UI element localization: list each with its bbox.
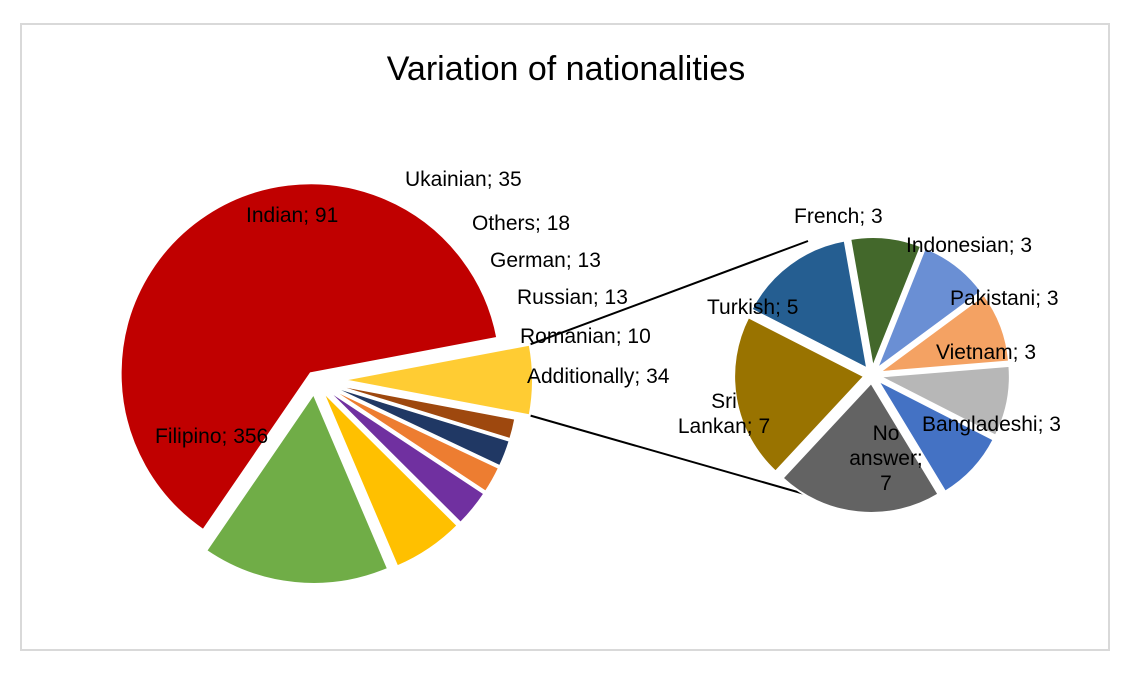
label-turkish: Turkish; 5 [707, 296, 798, 319]
chart-title: Variation of nationalities [387, 50, 745, 88]
label-german: German; 13 [490, 249, 601, 272]
label-indonesian: Indonesian; 3 [906, 234, 1032, 257]
label-indian: Indian; 91 [246, 204, 338, 227]
slice-vietnam [876, 364, 1011, 438]
slice-turkish [750, 239, 869, 371]
slice-filipino [119, 182, 499, 532]
slice-russian [327, 384, 511, 468]
label-ukainian: Ukainian; 35 [405, 168, 522, 191]
label-no-answer: No answer; 7 [849, 422, 923, 495]
slice-sri-lankan [733, 315, 866, 473]
slice-german [326, 385, 501, 494]
slice-ukainian [321, 390, 459, 568]
label-romanian: Romanian; 10 [520, 325, 651, 348]
label-russian: Russian; 13 [517, 286, 628, 309]
label-bangladeshi: Bangladeshi; 3 [922, 413, 1061, 436]
slice-additionally [342, 343, 534, 417]
label-vietnam: Vietnam; 3 [936, 341, 1036, 364]
label-pakistani: Pakistani; 3 [950, 287, 1059, 310]
slice-no-answer [781, 381, 940, 514]
slice-french [849, 236, 923, 371]
label-others: Others; 18 [472, 212, 570, 235]
slice-indonesian [874, 246, 983, 372]
label-sri-lankan: Sri Lankan; 7 [678, 390, 770, 438]
slice-indian [204, 391, 390, 585]
slice-romanian [328, 382, 517, 441]
connector-line-2 [529, 414, 809, 496]
slice-bangladeshi [875, 377, 995, 494]
label-filipino: Filipino; 356 [155, 425, 268, 448]
slice-pakistani [876, 293, 1011, 374]
label-french: French; 3 [794, 205, 883, 228]
connector-line-1 [529, 240, 809, 346]
slice-others [325, 388, 486, 525]
label-additionally: Additionally; 34 [527, 365, 670, 388]
